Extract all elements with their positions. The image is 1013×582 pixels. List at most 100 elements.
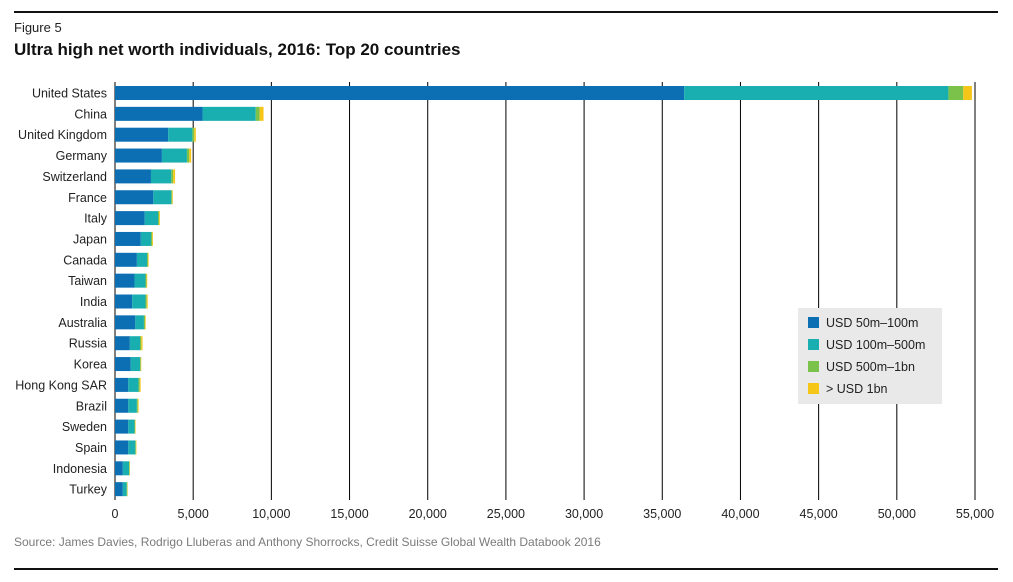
legend-swatch-1 — [808, 339, 819, 350]
bar-10-series-2 — [145, 294, 147, 309]
bar-11-series-3 — [145, 315, 146, 330]
bar-5-series-2 — [171, 190, 173, 205]
category-label-16: Sweden — [62, 420, 107, 434]
legend-label-2: USD 500m–1bn — [826, 360, 915, 374]
figure-label: Figure 5 — [14, 20, 62, 35]
bar-14-series-2 — [138, 377, 140, 392]
bar-11-series-2 — [143, 315, 146, 330]
bar-16-series-1 — [128, 419, 135, 434]
category-label-12: Russia — [69, 337, 107, 351]
legend-box — [798, 308, 942, 404]
category-label-18: Indonesia — [53, 462, 107, 476]
bar-9-series-0 — [115, 273, 135, 288]
bar-6-series-0 — [115, 211, 145, 226]
source-note: Source: James Davies, Rodrigo Lluberas a… — [14, 535, 601, 549]
bar-6-series-1 — [144, 211, 158, 226]
bar-19-series-1 — [122, 482, 127, 497]
x-tick-label-7: 35,000 — [643, 507, 681, 521]
bottom-rule — [14, 568, 998, 570]
bar-6-series-2 — [158, 211, 160, 226]
bar-16-series-2 — [134, 419, 136, 434]
bar-15-series-0 — [115, 398, 129, 413]
bar-16-series-0 — [115, 419, 129, 434]
bar-15-series-1 — [128, 398, 137, 413]
bar-10-series-1 — [132, 294, 146, 309]
category-label-9: Taiwan — [68, 274, 107, 288]
x-tick-label-8: 40,000 — [721, 507, 759, 521]
x-tick-label-4: 20,000 — [409, 507, 447, 521]
x-tick-label-5: 25,000 — [487, 507, 525, 521]
bar-9-series-2 — [145, 273, 147, 288]
legend-label-0: USD 50m–100m — [826, 316, 918, 330]
bar-4-series-3 — [173, 169, 176, 184]
bar-18-series-2 — [129, 461, 130, 476]
category-label-5: France — [68, 191, 107, 205]
bar-7-series-2 — [150, 231, 153, 246]
chart-title: Ultra high net worth individuals, 2016: … — [14, 40, 461, 59]
bar-6-series-3 — [159, 211, 160, 226]
bar-15-series-3 — [137, 398, 139, 413]
category-label-8: Canada — [63, 253, 107, 267]
category-label-19: Turkey — [69, 483, 107, 497]
category-label-13: Korea — [74, 358, 107, 372]
bar-1-series-2 — [255, 106, 260, 121]
x-tick-label-11: 55,000 — [956, 507, 994, 521]
bar-4-series-1 — [150, 169, 172, 184]
bar-19-series-0 — [115, 482, 123, 497]
category-label-4: Switzerland — [42, 170, 107, 184]
bar-3-series-1 — [161, 148, 187, 163]
bar-14-series-0 — [115, 377, 129, 392]
bar-9-series-1 — [134, 273, 146, 288]
category-label-2: United Kingdom — [18, 128, 107, 142]
bar-14-series-3 — [139, 377, 141, 392]
bar-3-series-2 — [186, 148, 190, 163]
top-rule — [14, 11, 998, 13]
bar-1-series-0 — [115, 106, 203, 121]
bar-0-series-0 — [115, 86, 685, 100]
bar-4-series-2 — [171, 169, 174, 184]
bar-5-series-0 — [115, 190, 154, 205]
bar-10-series-3 — [146, 294, 148, 309]
bar-11-series-1 — [135, 315, 144, 330]
bar-7-series-1 — [140, 231, 151, 246]
gridlines — [114, 82, 976, 500]
bar-10-series-0 — [115, 294, 133, 309]
bar-1-series-3 — [259, 106, 264, 121]
x-tick-label-6: 30,000 — [565, 507, 603, 521]
bar-15-series-2 — [136, 398, 138, 413]
bar-3-series-0 — [115, 148, 162, 163]
category-label-1: China — [74, 107, 107, 121]
bar-12-series-1 — [129, 336, 141, 351]
bar-8-series-2 — [147, 252, 148, 267]
bar-0-series-1 — [684, 86, 949, 100]
bar-11-series-0 — [115, 315, 136, 330]
category-label-7: Japan — [73, 232, 107, 246]
category-labels: United States China United Kingdom Germany S… — [15, 87, 107, 497]
category-label-0: United States — [32, 87, 107, 101]
bar-8-series-3 — [147, 252, 149, 267]
bar-13-series-0 — [115, 357, 131, 372]
bar-1-series-1 — [202, 106, 256, 121]
legend: USD 50m–100m USD 100m–500m USD 500m–1bn > U… — [798, 308, 942, 404]
bar-8-series-0 — [115, 252, 137, 267]
bar-0-series-3 — [963, 86, 972, 100]
bar-17-series-0 — [115, 440, 129, 455]
bar-18-series-0 — [115, 461, 123, 476]
category-label-15: Brazil — [76, 399, 107, 413]
bar-13-series-1 — [130, 357, 141, 372]
legend-swatch-0 — [808, 317, 819, 328]
bar-14-series-1 — [128, 377, 139, 392]
bar-2-series-2 — [192, 127, 195, 142]
category-label-3: Germany — [56, 149, 108, 163]
category-label-17: Spain — [75, 441, 107, 455]
category-label-14: Hong Kong SAR — [15, 378, 107, 392]
bar-2-series-0 — [115, 127, 169, 142]
x-tick-label-1: 5,000 — [178, 507, 209, 521]
bar-9-series-3 — [146, 273, 148, 288]
bar-2-series-3 — [194, 127, 196, 142]
bar-17-series-1 — [128, 440, 136, 455]
bar-12-series-0 — [115, 336, 130, 351]
bar-13-series-2 — [140, 357, 141, 372]
legend-swatch-3 — [808, 383, 819, 394]
